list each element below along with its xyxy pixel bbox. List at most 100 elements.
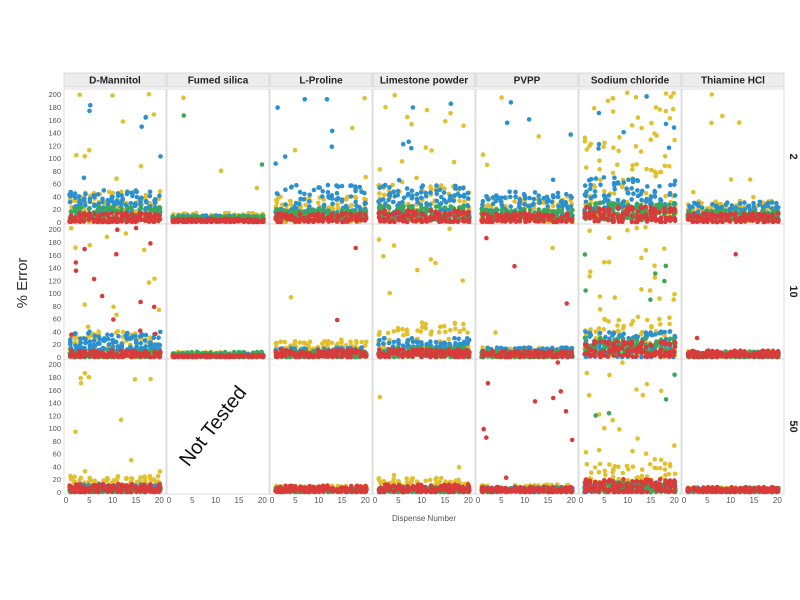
data-point-yellow [460, 278, 466, 283]
data-point-red [704, 211, 709, 216]
data-point-blue [555, 194, 561, 200]
data-point-blue [550, 177, 556, 183]
data-point-blue [387, 185, 392, 190]
data-point-yellow [619, 184, 625, 190]
data-point-yellow [274, 200, 280, 205]
data-point-yellow [146, 280, 152, 285]
data-point-yellow [438, 324, 443, 330]
data-point-blue [507, 189, 512, 194]
data-point-blue [672, 193, 678, 198]
data-point-yellow [343, 196, 349, 202]
data-point-red [320, 212, 325, 217]
data-point-green [320, 208, 325, 213]
data-point-blue [448, 101, 454, 106]
data-point-blue [774, 200, 779, 206]
data-point-red [297, 354, 302, 359]
data-point-red [596, 206, 602, 211]
data-point-blue [283, 187, 288, 192]
data-point-blue [72, 191, 78, 196]
data-point-yellow [362, 196, 367, 202]
data-point-blue [563, 200, 568, 205]
data-point-yellow [73, 245, 78, 250]
data-point-yellow [114, 176, 119, 181]
data-point-red [741, 211, 747, 216]
data-point-blue [769, 200, 775, 205]
data-point-yellow [414, 175, 419, 181]
data-point-blue [396, 339, 401, 345]
data-point-blue [151, 335, 156, 341]
data-point-yellow [616, 148, 621, 154]
data-point-yellow [156, 307, 162, 313]
data-point-red [334, 353, 340, 359]
data-point-blue [453, 183, 458, 189]
data-point-blue [545, 204, 550, 209]
data-point-yellow [610, 109, 616, 114]
data-point-red [480, 212, 485, 218]
data-point-yellow [649, 120, 654, 126]
data-point-blue [348, 194, 354, 199]
data-point-blue [537, 200, 543, 206]
data-point-red [334, 317, 340, 323]
data-point-yellow [617, 135, 622, 140]
data-point-blue [296, 201, 302, 207]
data-point-red [208, 216, 213, 222]
data-point-green [72, 206, 78, 212]
data-point-blue [325, 182, 331, 188]
data-point-red [527, 213, 532, 219]
data-point-blue [423, 190, 429, 196]
data-point-yellow [138, 163, 144, 169]
data-point-red [91, 217, 97, 222]
data-point-yellow [747, 177, 753, 182]
data-point-red [642, 214, 648, 220]
data-point-yellow [292, 339, 298, 344]
data-point-red [392, 219, 397, 225]
data-point-red [240, 353, 246, 358]
data-point-blue [377, 337, 382, 343]
data-point-red [143, 211, 148, 217]
data-point-yellow [385, 330, 391, 336]
data-point-red [504, 211, 509, 216]
data-point-green [105, 205, 110, 210]
data-point-blue [87, 329, 92, 335]
data-point-yellow [643, 191, 649, 196]
data-point-yellow [611, 191, 617, 196]
data-point-yellow [339, 337, 344, 343]
data-point-yellow [391, 329, 397, 334]
data-point-blue [301, 197, 307, 202]
panel-frame-limestone-powder-2 [372, 88, 476, 225]
data-point-red [357, 214, 362, 220]
data-point-yellow [499, 95, 504, 100]
data-point-blue [152, 198, 157, 203]
data-point-red [531, 216, 537, 222]
data-point-blue [283, 202, 288, 207]
data-point-green [68, 209, 74, 214]
data-point-blue [724, 200, 730, 205]
data-point-red [466, 209, 472, 215]
data-point-red [297, 217, 302, 222]
data-point-blue [353, 187, 358, 192]
data-point-blue [133, 188, 139, 193]
data-point-red [138, 299, 143, 305]
data-point-blue [419, 195, 424, 201]
data-point-red [484, 219, 489, 224]
data-point-yellow [465, 330, 470, 335]
data-point-red [607, 208, 612, 214]
data-point-blue [82, 198, 87, 204]
data-point-red [723, 212, 728, 217]
data-point-yellow [728, 177, 734, 182]
data-point-green [558, 209, 564, 215]
data-point-blue [612, 175, 617, 180]
data-point-yellow [671, 91, 676, 96]
data-point-blue [147, 189, 153, 195]
data-point-blue [386, 197, 391, 203]
data-point-yellow [461, 321, 466, 327]
data-point-blue [157, 193, 162, 199]
data-point-red [718, 218, 724, 223]
data-point-yellow [86, 148, 92, 153]
data-point-blue [138, 341, 143, 346]
data-point-yellow [433, 260, 438, 266]
data-point-red [157, 213, 162, 218]
data-point-blue [644, 94, 649, 99]
data-point-blue [396, 177, 402, 183]
data-point-red [597, 210, 602, 216]
